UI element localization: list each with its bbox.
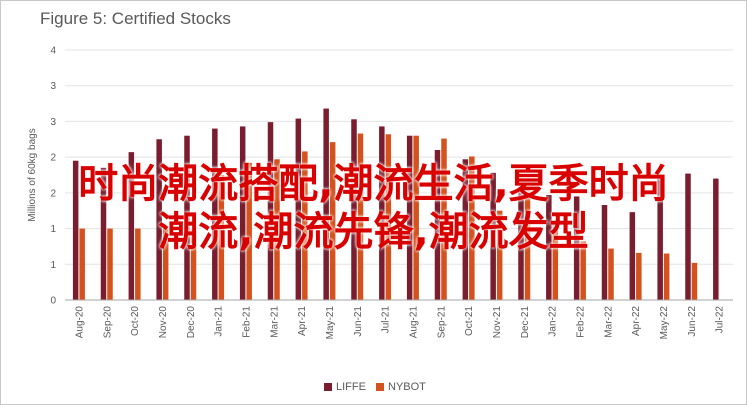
x-tick-label: Nov-20 [158, 306, 169, 339]
x-tick-label: Jul-22 [715, 306, 726, 334]
bar-liffe [323, 108, 329, 300]
x-tick-label: Oct-20 [130, 306, 141, 336]
x-tick-label: Aug-21 [408, 306, 419, 339]
bar-liffe [406, 135, 413, 300]
bar-nybot [691, 262, 698, 300]
y-tick-label: 2 [50, 188, 56, 199]
x-tick-label: Apr-21 [297, 306, 308, 336]
bar-nybot [608, 248, 614, 300]
legend-label-nybot: NYBOT [388, 381, 426, 393]
bar-nybot [302, 151, 308, 300]
x-tick-label: Jun-22 [687, 306, 698, 337]
x-tick-label: Jan-22 [548, 306, 559, 337]
bar-liffe [239, 126, 246, 300]
x-tick-label: Mar-21 [269, 306, 280, 338]
bar-liffe [156, 139, 162, 300]
bar-liffe [184, 135, 190, 300]
x-tick-label: Sep-21 [436, 306, 447, 339]
bar-liffe [267, 122, 274, 301]
x-tick-label: Aug-20 [74, 306, 85, 339]
chart-title: Figure 5: Certified Stocks [40, 9, 231, 28]
bar-liffe [100, 167, 107, 300]
x-tick-label: Nov-21 [492, 306, 503, 339]
legend-swatch-nybot [376, 383, 384, 391]
x-tick-label: May-22 [659, 306, 670, 340]
bar-liffe [379, 126, 385, 300]
legend-item-nybot: NYBOT [376, 381, 426, 393]
x-tick-label: Jul-21 [381, 306, 392, 334]
bar-liffe [713, 178, 719, 300]
legend-item-liffe: LIFFE [324, 381, 366, 393]
x-tick-label: Dec-20 [186, 306, 197, 339]
bar-nybot [79, 228, 85, 300]
y-tick-label: 4 [50, 46, 56, 57]
x-tick-label: Jun-21 [353, 306, 364, 337]
bar-liffe [657, 177, 663, 300]
bar-nybot [580, 241, 586, 300]
bar-liffe [601, 205, 608, 300]
y-tick-label: 0 [50, 296, 56, 307]
bar-liffe [518, 180, 524, 300]
bar-liffe [295, 118, 302, 300]
y-tick-label: 1 [50, 224, 56, 235]
x-tick-label: Feb-22 [575, 306, 586, 338]
bar-nybot [469, 156, 475, 300]
bar-nybot [274, 159, 280, 300]
x-tick-label: Sep-20 [102, 306, 113, 339]
bar-nybot [190, 228, 197, 300]
bar-nybot [218, 175, 225, 300]
bar-nybot [636, 252, 642, 300]
bar-nybot [107, 228, 113, 300]
bar-nybot [357, 133, 364, 300]
y-axis-ticks: 0 1 1 2 2 3 3 4 [50, 46, 56, 307]
x-tick-label: Jan-21 [214, 306, 225, 337]
gridlines [65, 49, 733, 265]
legend-label-liffe: LIFFE [336, 381, 366, 393]
bar-nybot [135, 228, 141, 300]
bar-liffe [72, 160, 79, 300]
x-tick-label: Feb-21 [241, 306, 252, 338]
bar-nybot [162, 228, 169, 300]
bar-nybot [385, 134, 392, 300]
x-tick-label: Apr-22 [631, 306, 642, 336]
x-tick-label: Dec-21 [520, 306, 531, 339]
y-tick-label: 1 [50, 260, 56, 271]
bar-nybot [329, 142, 336, 300]
bar-nybot [413, 135, 419, 300]
y-axis-label: Millions of 60kg bags [27, 128, 38, 221]
bar-liffe [128, 152, 135, 300]
x-axis-ticks: Aug-20 Sep-20 Oct-20 Nov-20 Dec-20 Jan-21 Feb-… [74, 306, 725, 340]
y-tick-label: 2 [50, 153, 56, 164]
bar-nybot [246, 162, 252, 300]
x-tick-label: Oct-21 [464, 306, 475, 336]
bars [72, 108, 719, 301]
x-tick-label: May-21 [325, 306, 336, 340]
bar-liffe [629, 212, 636, 300]
bar-liffe [434, 150, 441, 300]
bar-liffe [546, 195, 552, 300]
bar-nybot [441, 138, 447, 300]
bar-liffe [462, 159, 469, 300]
bar-liffe [573, 196, 580, 300]
bar-nybot [524, 180, 531, 300]
bar-liffe [490, 172, 496, 300]
bar-nybot [496, 210, 503, 300]
y-tick-label: 3 [50, 117, 56, 128]
bar-liffe [212, 128, 218, 300]
bar-liffe [351, 119, 357, 301]
x-tick-label: Mar-22 [603, 306, 614, 338]
bar-nybot [552, 221, 559, 300]
y-tick-label: 3 [50, 81, 56, 92]
bar-liffe [685, 173, 691, 300]
bar-nybot [663, 253, 670, 300]
legend-swatch-liffe [324, 383, 332, 391]
